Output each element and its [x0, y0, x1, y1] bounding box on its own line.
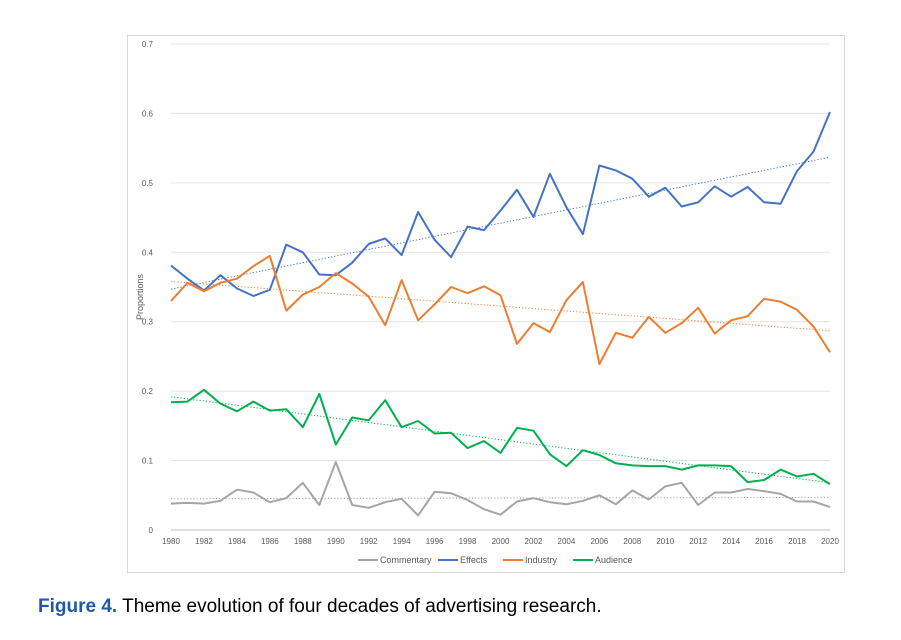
legend-label-audience: Audience: [595, 555, 633, 565]
trendline-industry: [170, 280, 831, 332]
y-tick-labels: 0 0.1 0.2 0.3 0.4 0.5 0.6 0.7: [142, 40, 154, 535]
x-tick-label: 1984: [228, 537, 246, 546]
series-line-effects: [170, 111, 831, 297]
x-tick-label: 2008: [623, 537, 641, 546]
y-tick-label: 0.2: [142, 387, 154, 396]
trendline-commentary: [170, 496, 831, 500]
line-chart: 00.10.20.30.40.50.60.7 1980 1982 1984 1986 1…: [135, 40, 839, 565]
y-tick-label: 0.4: [142, 248, 154, 257]
x-tick-label: 1982: [195, 537, 213, 546]
x-tick-label: 1986: [261, 537, 279, 546]
y-tick-label: 0.3: [142, 318, 154, 327]
x-tick-label: 2004: [558, 537, 576, 546]
x-tick-label: 2010: [656, 537, 674, 546]
x-tick-label: 2014: [722, 537, 740, 546]
legend: Commentary Effects Industry Audience: [358, 555, 633, 565]
y-tick-label: 0.7: [142, 40, 154, 49]
x-tick-label: 1990: [327, 537, 345, 546]
x-tick-label: 2018: [788, 537, 806, 546]
legend-label-commentary: Commentary: [380, 555, 432, 565]
legend-item-industry: Industry: [503, 555, 558, 565]
x-tick-labels: 1980 1982 1984 1986 1988 1990 1992 1994 1996 1998…: [162, 537, 839, 546]
figure-caption-text: Theme evolution of four decades of adver…: [122, 596, 602, 617]
x-tick-label: 1998: [459, 537, 477, 546]
legend-label-effects: Effects: [460, 555, 488, 565]
figure-label: Figure 4.: [38, 596, 118, 617]
x-tick-label: 1992: [360, 537, 378, 546]
x-tick-label: 2000: [492, 537, 510, 546]
y-tick-label: 0.6: [142, 109, 154, 118]
y-tick-label: 0.1: [142, 457, 154, 466]
legend-item-audience: Audience: [573, 555, 633, 565]
x-tick-label: 2006: [590, 537, 608, 546]
series-line-industry: [170, 254, 831, 366]
y-tick-label: 0.5: [142, 179, 154, 188]
y-tick-label: 0: [149, 526, 154, 535]
series-line-audience: [170, 388, 831, 486]
x-tick-label: 2016: [755, 537, 773, 546]
legend-item-commentary: Commentary: [358, 555, 432, 565]
x-tick-label: 1980: [162, 537, 180, 546]
legend-label-industry: Industry: [525, 555, 558, 565]
chart-frame: [127, 35, 845, 573]
y-axis-label: Proportions: [135, 273, 145, 320]
legend-item-effects: Effects: [438, 555, 488, 565]
x-tick-label: 1996: [426, 537, 444, 546]
x-tick-label: 2020: [821, 537, 839, 546]
trendlines: [170, 156, 831, 500]
x-tick-label: 1994: [393, 537, 411, 546]
x-tick-label: 2012: [689, 537, 707, 546]
x-tick-label: 1988: [294, 537, 312, 546]
figure-caption: Figure 4. Theme evolution of four decade…: [38, 596, 602, 618]
gridlines: [171, 43, 830, 531]
x-tick-label: 2002: [525, 537, 543, 546]
series-lines: [170, 111, 831, 517]
trendline-effects: [170, 156, 831, 290]
series-line-commentary: [170, 461, 831, 517]
trendline-audience: [170, 396, 831, 484]
